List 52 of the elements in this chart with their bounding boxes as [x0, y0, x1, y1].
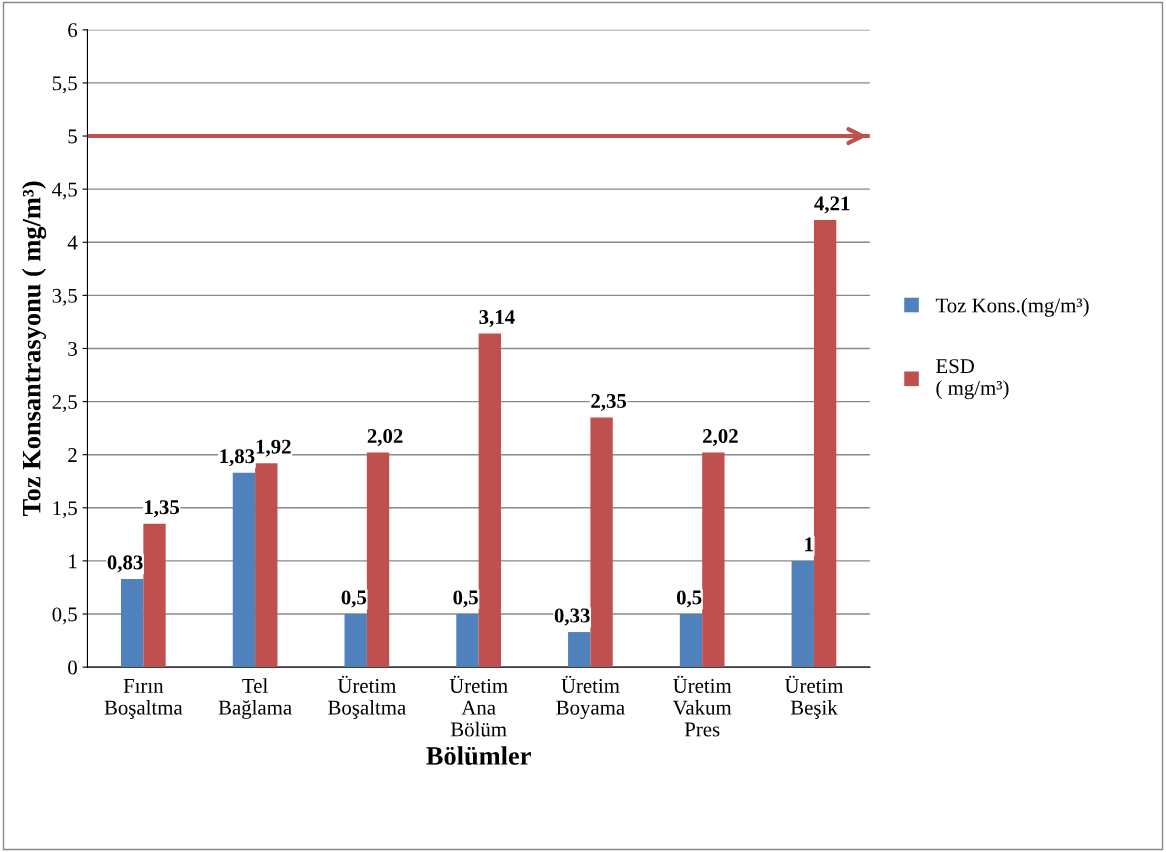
y-tick-label: 1,5 — [53, 501, 77, 519]
y-tick-label: 5,5 — [52, 76, 77, 94]
y-tick-label: 4,5 — [52, 182, 77, 200]
x-tick-label: Üretim Boşaltma — [328, 675, 406, 719]
y-tick-label: 2 — [68, 448, 77, 462]
bar — [679, 614, 703, 668]
bar — [344, 614, 367, 668]
data-label: 1,83 — [220, 449, 255, 467]
x-tick-label: Üretim Beşik — [784, 675, 844, 719]
y-tick-label: 6 — [68, 23, 78, 38]
data-label: 2,35 — [591, 393, 627, 411]
y-tick-label: 1 — [69, 554, 77, 569]
x-tick-label: Tel Bağlama — [218, 678, 292, 719]
y-tick-label: 4 — [67, 235, 78, 250]
data-label: 1,35 — [145, 500, 180, 518]
data-label: 4,21 — [814, 196, 850, 214]
y-axis-title: Toz Konsantrasyonu ( mg/m³) — [21, 181, 47, 517]
bar — [568, 632, 591, 668]
bar — [366, 452, 390, 668]
data-label: 1 — [805, 537, 813, 552]
data-label: 2,02 — [367, 428, 403, 447]
data-label: 0,83 — [107, 555, 143, 573]
bar — [813, 219, 837, 668]
bar — [478, 333, 501, 668]
x-axis-title: Bölümler — [426, 746, 531, 765]
bar — [120, 578, 144, 668]
y-tick-label: 0,5 — [52, 607, 77, 625]
y-tick-label: 0 — [68, 660, 77, 675]
x-tick-label: Üretim Ana Bölüm — [449, 675, 508, 737]
bar — [791, 560, 814, 668]
data-label: 0,5 — [676, 590, 702, 608]
y-tick-label: 5 — [68, 129, 77, 144]
data-label: 1,92 — [256, 439, 291, 457]
data-label: 0,33 — [554, 608, 590, 626]
bar — [143, 523, 166, 668]
legend-label: Toz Kons.(mg/m³) — [935, 297, 1089, 317]
x-tick-label: Fırın Boşaltma — [104, 679, 183, 719]
y-tick-label: 3 — [68, 341, 77, 356]
bar — [255, 463, 278, 668]
y-tick-label: 3,5 — [52, 288, 77, 306]
bar — [456, 614, 479, 668]
data-label: 2,02 — [703, 428, 738, 447]
data-label: 0,5 — [453, 590, 478, 608]
x-tick-label: Üretim Vakum Pres — [672, 675, 732, 737]
bar — [232, 472, 256, 668]
legend-label: ESD ( mg/m³) — [936, 359, 1009, 400]
bar — [590, 417, 613, 668]
x-tick-label: Üretim Boyama — [556, 675, 625, 719]
bar — [702, 452, 725, 668]
data-label: 3,14 — [479, 310, 515, 328]
data-label: 0,5 — [341, 590, 367, 608]
y-tick-label: 2,5 — [52, 395, 77, 413]
